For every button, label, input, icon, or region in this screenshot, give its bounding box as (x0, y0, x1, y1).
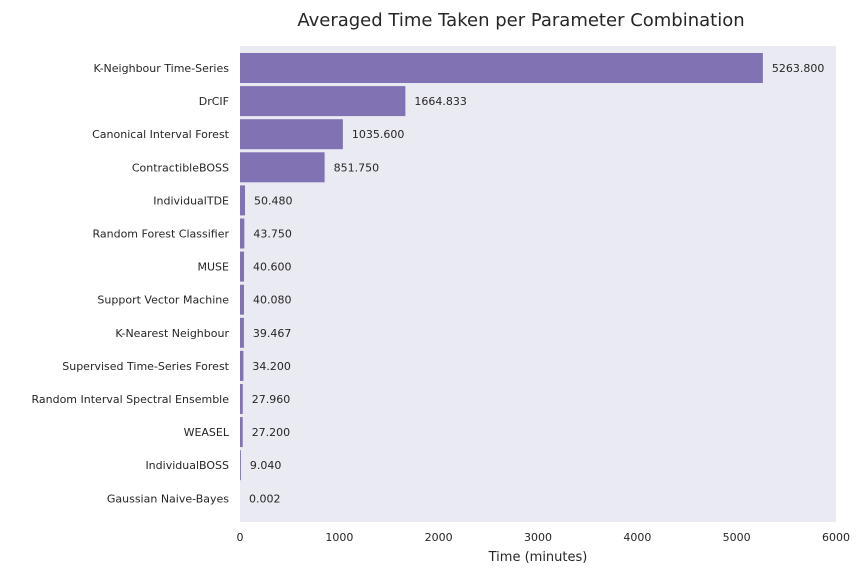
category-label: K-Neighbour Time-Series (94, 62, 230, 75)
bar-value-label: 50.480 (254, 194, 293, 207)
category-label: Random Interval Spectral Ensemble (31, 393, 229, 406)
bar (240, 218, 245, 249)
category-label: Support Vector Machine (97, 294, 229, 307)
bar (240, 284, 244, 315)
bars-group (240, 53, 763, 514)
bar (240, 53, 763, 83)
x-tick-labels-group: 0 1000 2000 3000 4000 5000 6000 (237, 531, 851, 544)
bar (240, 86, 406, 117)
bar (240, 450, 241, 481)
bar-value-label: 40.080 (253, 294, 291, 307)
bar-value-label: 5263.800 (772, 62, 825, 75)
category-label: ContractibleBOSS (132, 161, 229, 174)
category-label: WEASEL (184, 426, 230, 439)
bar-value-label: 39.467 (253, 327, 292, 340)
bar (240, 119, 343, 150)
bar-value-label: 1035.600 (352, 128, 405, 141)
x-tick-label: 3000 (524, 531, 552, 544)
category-label: MUSE (198, 261, 230, 274)
category-label: IndividualTDE (153, 194, 229, 207)
x-axis-label: Time (minutes) (488, 550, 588, 565)
bar-value-label: 43.750 (253, 228, 291, 241)
bar-value-label: 0.002 (249, 492, 280, 505)
bar-value-label: 1664.833 (414, 95, 467, 108)
category-label: Supervised Time-Series Forest (62, 360, 229, 373)
bar-value-label: 40.600 (253, 261, 292, 274)
bar (240, 350, 244, 381)
bar (240, 384, 243, 414)
bar (240, 317, 244, 348)
bar (240, 417, 243, 448)
bar (240, 251, 245, 282)
bar (240, 152, 325, 183)
bar-value-label: 9.040 (250, 459, 282, 472)
x-tick-label: 2000 (425, 531, 453, 544)
bar-value-label: 27.200 (252, 426, 291, 439)
category-label: DrCIF (199, 95, 229, 108)
x-tick-label: 1000 (325, 531, 353, 544)
bar (240, 185, 246, 216)
category-labels-group: K-Neighbour Time-Series DrCIF Canonical In… (31, 62, 229, 505)
value-labels-group: 5263.800 1664.833 1035.600 851.750 50.480 43.… (249, 62, 824, 505)
category-label: Canonical Interval Forest (92, 128, 230, 141)
x-tick-label: 4000 (623, 531, 651, 544)
plot-area (240, 46, 836, 522)
bar-value-label: 34.200 (252, 360, 291, 373)
category-label: IndividualBOSS (145, 459, 229, 472)
category-label: Gaussian Naive-Bayes (107, 492, 229, 505)
category-label: Random Forest Classifier (92, 228, 229, 241)
bar-value-label: 27.960 (252, 393, 290, 406)
x-tick-label: 5000 (723, 531, 751, 544)
x-tick-label: 6000 (822, 531, 850, 544)
category-label: K-Nearest Neighbour (115, 327, 229, 340)
x-tick-label: 0 (237, 531, 244, 544)
bar-value-label: 851.750 (334, 161, 380, 174)
chart-title: Averaged Time Taken per Parameter Combin… (297, 10, 744, 31)
